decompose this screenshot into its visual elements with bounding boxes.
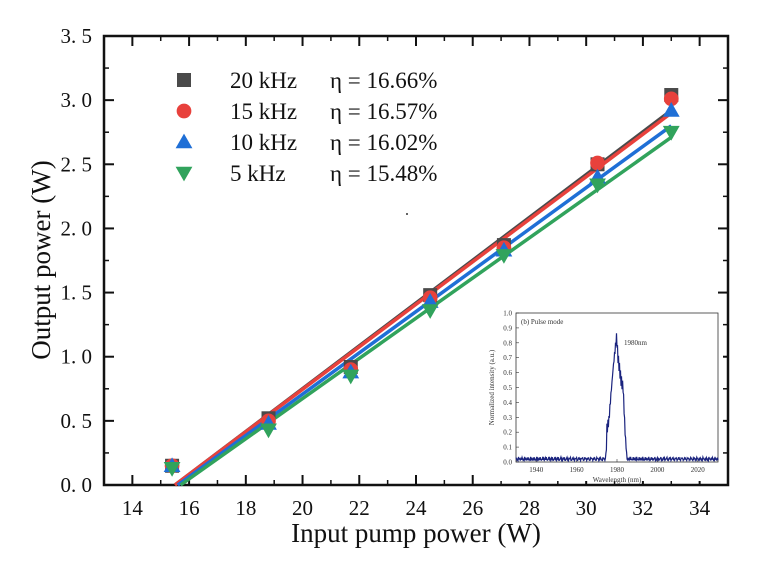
y-tick-label: 1. 5 [61, 281, 93, 305]
data-point-10-khz [421, 293, 439, 308]
x-tick-label: 26 [462, 496, 483, 520]
legend-label: 5 kHz [230, 161, 286, 186]
inset-x-label: Wavelength (nm) [593, 476, 642, 484]
legend-marker-15-khz [176, 103, 192, 119]
data-point-5-khz [421, 304, 439, 319]
legend-efficiency: η = 16.57% [330, 99, 437, 124]
inset-x-tick-label: 1980 [610, 466, 625, 474]
y-tick-label: 1. 0 [61, 345, 93, 369]
x-tick-label: 22 [349, 496, 370, 520]
y-tick-label: 2. 0 [61, 216, 93, 240]
inset-y-tick-label: 1.0 [503, 310, 512, 318]
legend-marker-10-khz [175, 133, 193, 149]
legend-efficiency: η = 16.66% [330, 68, 437, 93]
x-tick-label: 14 [122, 496, 144, 520]
legend: 20 kHz η = 16.66% 15 kHz η = 16.57% 10 kHz η … [175, 68, 437, 186]
legend-marker-20-khz [177, 73, 191, 87]
data-point-5-khz [495, 249, 513, 264]
inset-peak-annotation: 1980nm [624, 339, 648, 347]
inset-spectrum-line [515, 333, 719, 463]
data-point-5-khz [589, 178, 606, 194]
inset-y-label: Normalized intensity (a.u.) [488, 349, 496, 425]
inset-spectrum-chart: 0.0 0.1 0.2 0.3 0.4 0.5 0.6 0.7 0.8 0.9 1.0 1940 196… [478, 305, 723, 484]
x-tick-label: 28 [519, 496, 540, 520]
data-point-5-khz [163, 462, 181, 477]
y-tick-label: 0. 0 [61, 473, 93, 497]
data-point-15-khz [590, 155, 605, 171]
inset-x-tick-label: 1940 [529, 466, 544, 474]
x-tick-label: 18 [235, 496, 256, 520]
data-point-5-khz [260, 423, 277, 439]
x-tick-label: 24 [406, 496, 428, 520]
data-point-15-khz [663, 91, 679, 107]
inset-y-tick-label: 0.3 [503, 414, 512, 422]
inset-y-tick-label: 0.4 [503, 399, 512, 407]
x-tick-label: 30 [576, 496, 597, 520]
legend-label: 10 kHz [230, 130, 297, 155]
y-tick-label: 3. 0 [61, 88, 93, 112]
inset-y-tick-label: 0.0 [503, 459, 512, 467]
inset-background [478, 305, 723, 481]
data-point-10-khz [662, 102, 680, 117]
y-tick-label: 0. 5 [61, 409, 93, 433]
x-tick-label: 20 [292, 496, 313, 520]
legend-efficiency: η = 15.48% [330, 161, 437, 186]
data-point-5-khz [662, 125, 680, 141]
x-tick-label: 34 [689, 496, 711, 520]
x-axis-label: Input pump power (W) [291, 518, 541, 548]
legend-label: 15 kHz [230, 99, 297, 124]
x-tick-label: 32 [632, 496, 653, 520]
inset-title: (b) Pulse mode [521, 318, 563, 326]
inset-x-tick-label: 2000 [650, 466, 665, 474]
data-point-5-khz [342, 369, 360, 385]
stray-dot [406, 213, 408, 215]
legend-label: 20 kHz [230, 68, 297, 93]
legend-marker-5-khz [175, 166, 193, 182]
inset-y-tick-label: 0.1 [503, 444, 512, 452]
legend-efficiency: η = 16.02% [330, 130, 437, 155]
x-tick-label: 16 [179, 496, 200, 520]
inset-y-tick-label: 0.9 [503, 324, 512, 332]
inset-y-tick-label: 0.7 [503, 354, 512, 362]
inset-y-tick-label: 0.2 [503, 429, 512, 437]
inset-x-tick-label: 2020 [691, 466, 706, 474]
y-tick-label: 3. 5 [61, 24, 93, 48]
inset-y-tick-label: 0.5 [503, 384, 512, 392]
inset-y-tick-label: 0.8 [503, 339, 512, 347]
y-tick-label: 2. 5 [61, 152, 93, 176]
inset-y-tick-label: 0.6 [503, 369, 512, 377]
inset-x-tick-label: 1960 [570, 466, 585, 474]
y-axis-label: Output power (W) [26, 160, 56, 359]
